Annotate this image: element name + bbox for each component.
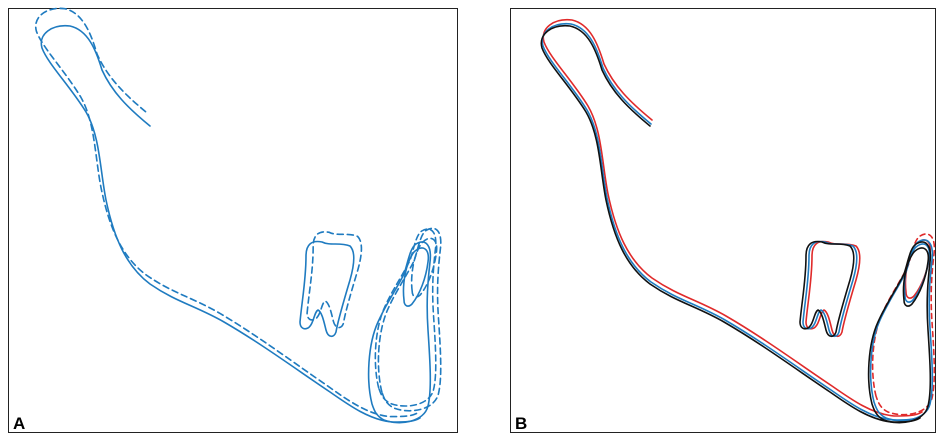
panel-label: B [515, 414, 527, 433]
panel-a: A [9, 8, 458, 433]
panel-frame [511, 9, 936, 433]
tracing-blue [542, 24, 932, 421]
tracing-black [541, 26, 930, 423]
figure: A B [0, 0, 943, 440]
panel-frame [9, 9, 458, 433]
panel-label: A [13, 414, 25, 433]
tracing-dashed [36, 8, 441, 416]
tracing-red [543, 20, 934, 416]
panel-b: B [511, 9, 936, 434]
tracing-solid [41, 26, 430, 423]
